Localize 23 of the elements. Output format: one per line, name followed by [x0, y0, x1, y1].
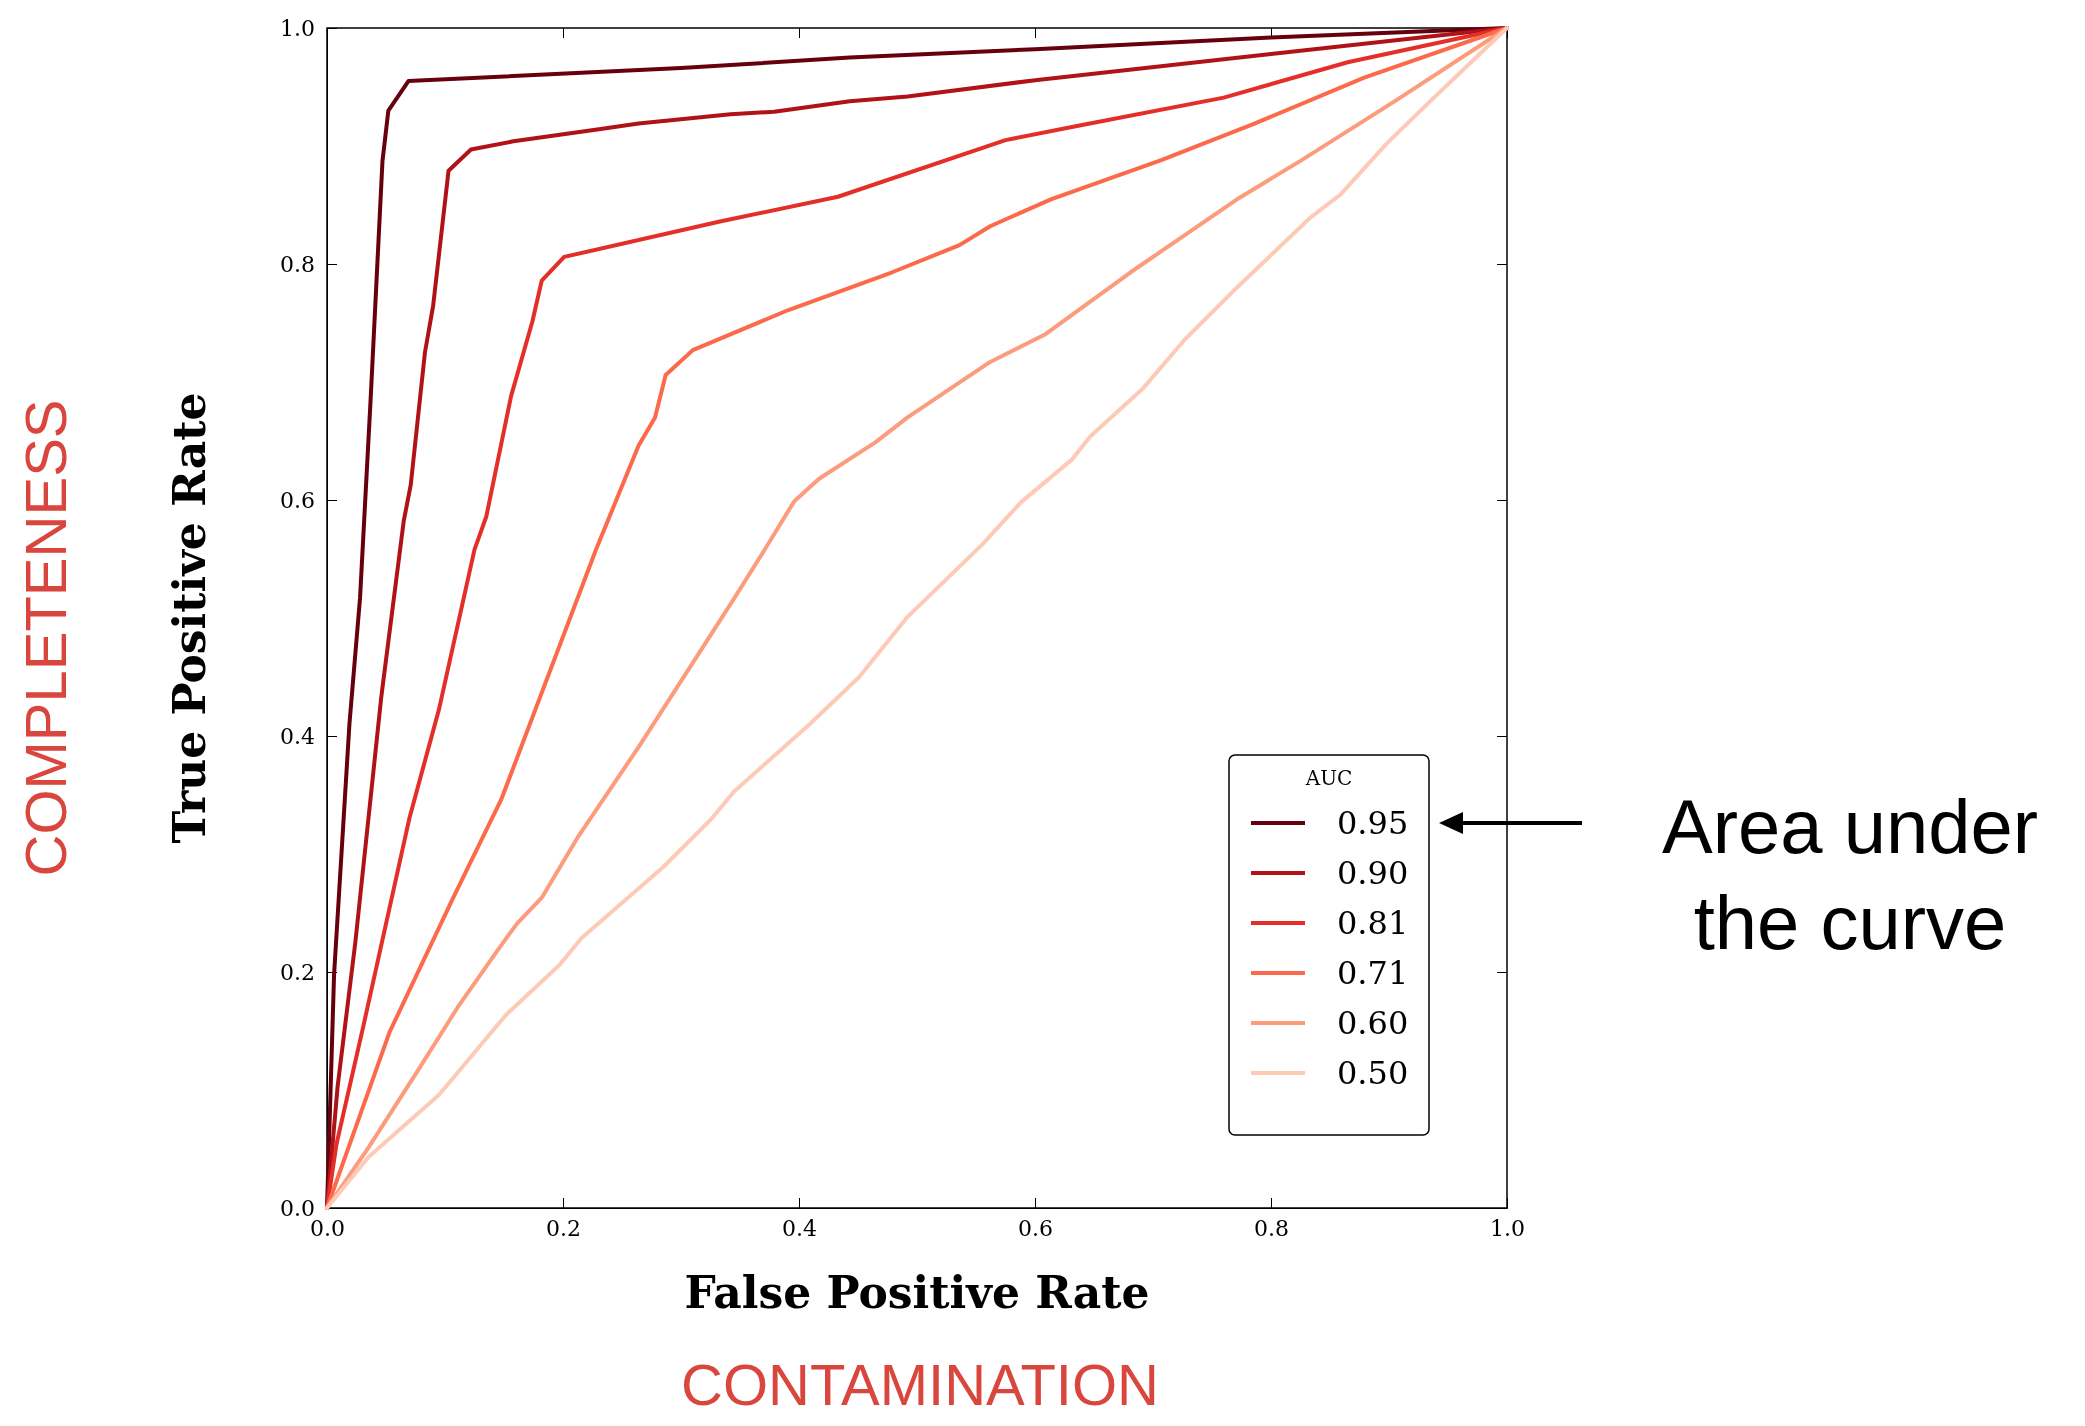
y-tick-label: 0.2 — [280, 959, 315, 985]
legend-label: 0.60 — [1337, 1004, 1409, 1042]
legend-label: 0.50 — [1337, 1054, 1409, 1092]
legend-label: 0.71 — [1337, 954, 1409, 992]
x-tick-label: 0.6 — [1018, 1215, 1053, 1241]
y-tick-label: 0.4 — [280, 723, 315, 749]
line-series — [325, 26, 1509, 1210]
y-axis-title: True Positive Rate — [164, 392, 215, 844]
y-tick-label: 0.8 — [280, 251, 315, 277]
legend-label: 0.81 — [1337, 904, 1409, 942]
x-axis-title: False Positive Rate — [684, 1267, 1150, 1318]
legend-label: 0.90 — [1337, 854, 1409, 892]
y-tick-label: 1.0 — [280, 15, 315, 41]
x-tick-label: 0.8 — [1254, 1215, 1289, 1241]
text: CONTAMINATION — [681, 1352, 1159, 1417]
legend-label: 0.95 — [1337, 804, 1409, 842]
y-tick-label: 0.6 — [280, 487, 315, 513]
x-tick-label: 0.2 — [546, 1215, 581, 1241]
text: COMPLETENESS — [13, 399, 78, 877]
text: Area under the curve — [1661, 784, 2039, 965]
x-tick-label: 0.4 — [782, 1215, 817, 1241]
legend-title: AUC — [1304, 766, 1353, 790]
x-tick-label: 1.0 — [1490, 1215, 1525, 1241]
